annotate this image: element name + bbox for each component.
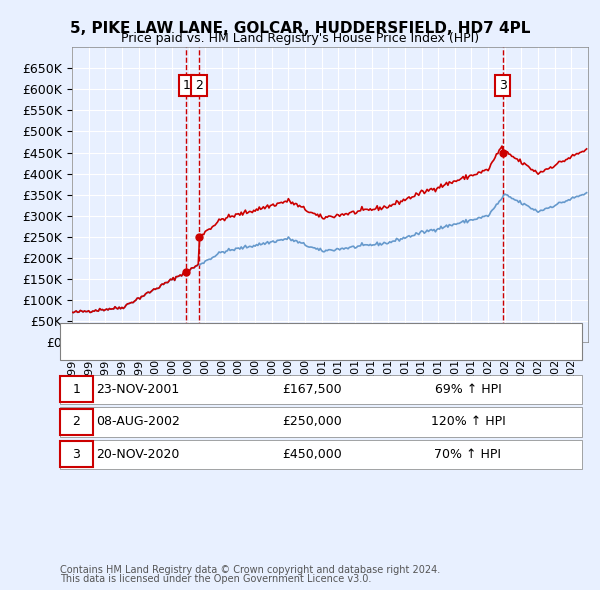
- Text: £250,000: £250,000: [282, 415, 342, 428]
- Text: 5, PIKE LAW LANE, GOLCAR, HUDDERSFIELD, HD7 4PL (detached house): 5, PIKE LAW LANE, GOLCAR, HUDDERSFIELD, …: [129, 327, 532, 336]
- Text: 2: 2: [72, 415, 80, 428]
- Text: ─────: ─────: [78, 327, 115, 340]
- Text: 2: 2: [195, 79, 203, 92]
- Text: HPI: Average price, detached house, Kirklees: HPI: Average price, detached house, Kirk…: [126, 343, 377, 353]
- Text: 23-NOV-2001: 23-NOV-2001: [97, 383, 179, 396]
- Text: £450,000: £450,000: [282, 448, 342, 461]
- Text: 5, PIKE LAW LANE, GOLCAR, HUDDERSFIELD, HD7 4PL: 5, PIKE LAW LANE, GOLCAR, HUDDERSFIELD, …: [70, 21, 530, 35]
- Text: ─────: ─────: [78, 325, 115, 338]
- Text: 3: 3: [499, 79, 506, 92]
- Text: Contains HM Land Registry data © Crown copyright and database right 2024.: Contains HM Land Registry data © Crown c…: [60, 565, 440, 575]
- Text: Price paid vs. HM Land Registry's House Price Index (HPI): Price paid vs. HM Land Registry's House …: [121, 32, 479, 45]
- Text: HPI: Average price, detached house, Kirklees: HPI: Average price, detached house, Kirk…: [129, 342, 380, 351]
- Text: 08-AUG-2002: 08-AUG-2002: [96, 415, 180, 428]
- Text: 120% ↑ HPI: 120% ↑ HPI: [431, 415, 505, 428]
- Text: 3: 3: [72, 448, 80, 461]
- Text: 1: 1: [182, 79, 190, 92]
- Text: £167,500: £167,500: [282, 383, 342, 396]
- Text: ─────: ─────: [78, 340, 115, 353]
- Text: 69% ↑ HPI: 69% ↑ HPI: [434, 383, 502, 396]
- Text: 5, PIKE LAW LANE, GOLCAR, HUDDERSFIELD, HD7 4PL (detached house): 5, PIKE LAW LANE, GOLCAR, HUDDERSFIELD, …: [126, 329, 529, 338]
- Text: 1: 1: [72, 383, 80, 396]
- Text: ─────: ─────: [78, 342, 115, 355]
- Text: This data is licensed under the Open Government Licence v3.0.: This data is licensed under the Open Gov…: [60, 574, 371, 584]
- Text: 20-NOV-2020: 20-NOV-2020: [97, 448, 179, 461]
- Text: 70% ↑ HPI: 70% ↑ HPI: [434, 448, 502, 461]
